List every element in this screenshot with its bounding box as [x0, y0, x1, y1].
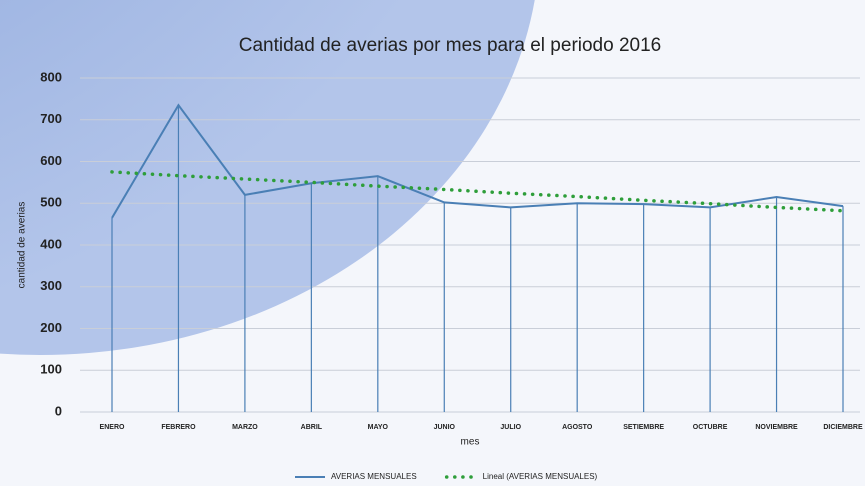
decoration [0, 0, 535, 355]
trend-line [110, 170, 845, 213]
x-tick-label: SETIEMBRE [623, 424, 664, 431]
y-tick-label: 700 [40, 111, 62, 126]
y-tick-label: 800 [40, 69, 62, 84]
legend-label: AVERIAS MENSUALES [331, 472, 417, 481]
y-tick-label: 100 [40, 362, 62, 377]
y-axis-label: cantidad de averias [17, 202, 28, 289]
x-tick-label: MAYO [368, 424, 389, 431]
x-tick-label: OCTUBRE [693, 424, 728, 431]
x-tick-label: JUNIO [434, 424, 456, 431]
x-tick-label: FEBRERO [161, 424, 196, 431]
y-tick-label: 0 [55, 403, 62, 418]
x-tick-label: NOVIEMBRE [755, 424, 798, 431]
x-tick-label: DICIEMBRE [823, 424, 863, 431]
y-tick-label: 500 [40, 195, 62, 210]
x-tick-label: JULIO [500, 424, 521, 431]
x-tick-label: AGOSTO [562, 424, 593, 431]
y-tick-label: 200 [40, 320, 62, 335]
y-tick-label: 300 [40, 278, 62, 293]
y-tick-label: 400 [40, 236, 62, 251]
x-axis-label: mes [461, 437, 480, 448]
legend-label: Lineal (AVERIAS MENSUALES) [483, 472, 598, 481]
x-tick-label: ABRIL [301, 424, 323, 431]
x-tick-label: ENERO [100, 424, 125, 431]
y-tick-label: 600 [40, 153, 62, 168]
chart-title: Cantidad de averias por mes para el peri… [239, 35, 662, 56]
x-tick-label: MARZO [232, 424, 258, 431]
